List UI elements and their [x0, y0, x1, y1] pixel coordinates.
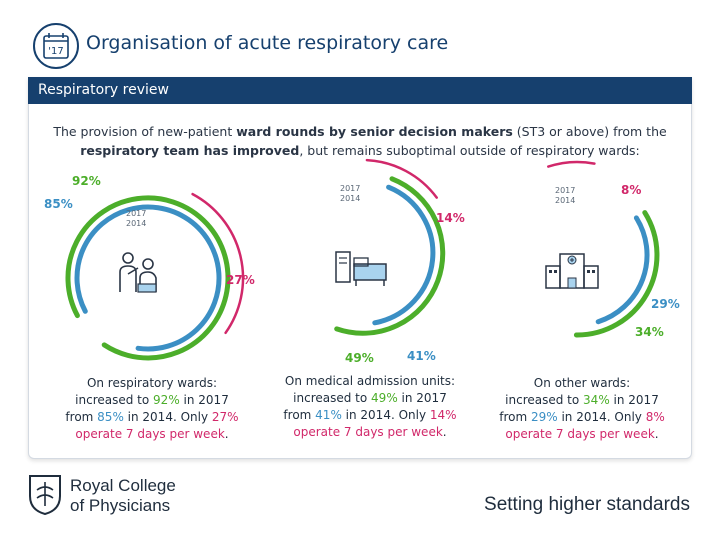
ring-arc-7day — [365, 158, 438, 199]
org-line-2: of Physicians — [70, 496, 171, 515]
org-line-1: Royal College — [70, 476, 176, 495]
caption-7day-value: 14% — [429, 408, 457, 422]
intro-bold-1: ward rounds by senior decision makers — [236, 124, 513, 139]
calendar-icon: '17 — [33, 23, 79, 69]
caption-7day-tail: operate 7 days per week — [505, 427, 655, 441]
ring3-7day-label: 8% — [621, 183, 642, 197]
caption-text: increased to — [293, 391, 372, 405]
ring-year-2014: 2014 — [555, 196, 575, 205]
caption-text: in 2017 — [609, 393, 659, 407]
ring1-2014-label: 85% — [44, 197, 73, 211]
caption-respiratory-wards: On respiratory wards: increased to 92% i… — [57, 375, 247, 443]
caption-text: from — [283, 408, 316, 422]
intro-mid: (ST3 or above) from the — [512, 124, 667, 139]
caption-2017-value: 34% — [583, 393, 610, 407]
ring2-2017-label: 49% — [345, 351, 374, 365]
caption-2017-value: 49% — [371, 391, 398, 405]
intro-bold-2: respiratory team has improved — [80, 143, 300, 158]
caption-text: in 2017 — [397, 391, 447, 405]
ring-year-2017: 2017 — [555, 186, 575, 195]
ring-arc-2017 — [65, 195, 231, 361]
caption-line1: On medical admission units: — [284, 374, 456, 388]
intro-after: , but remains suboptimal outside of resp… — [299, 143, 640, 158]
ring3-2014-label: 29% — [651, 297, 680, 311]
hospital-building-icon — [545, 253, 599, 289]
ring-arc-2017 — [573, 210, 660, 338]
ring2-2014-label: 41% — [407, 349, 436, 363]
caption-7day-value: 8% — [645, 410, 665, 424]
ring-arc-7day — [547, 160, 596, 168]
caption-end: . — [442, 425, 447, 439]
panel-header: Respiratory review — [28, 77, 692, 104]
caption-2014-value: 41% — [315, 408, 342, 422]
caption-2014-value: 29% — [530, 410, 558, 424]
rcp-crest-icon — [29, 475, 61, 516]
ring2-7day-label: 14% — [436, 211, 465, 225]
ring-year-2014: 2014 — [126, 219, 146, 228]
ring-year-2017: 2017 — [126, 209, 146, 218]
badge-year: '17 — [48, 46, 63, 57]
ring-arc-2014 — [372, 184, 436, 326]
caption-medical-admission-units: On medical admission units: increased to… — [275, 373, 465, 441]
caption-end: . — [224, 427, 229, 441]
caption-text: from — [65, 410, 98, 424]
caption-end: . — [654, 427, 659, 441]
caption-2017-value: 92% — [153, 393, 180, 407]
caption-2014-value: 85% — [97, 410, 124, 424]
ring3-2017-label: 34% — [635, 325, 664, 339]
caption-line1: On other wards: — [533, 376, 631, 390]
doctor-patient-icon — [119, 252, 157, 293]
organisation-name: Royal College of Physicians — [70, 476, 176, 516]
intro-text: The provision of new-patient ward rounds… — [44, 122, 676, 160]
ring-arc-2017 — [334, 176, 446, 336]
ring-year-2014: 2014 — [340, 194, 360, 203]
caption-text: increased to — [75, 393, 154, 407]
caption-7day-tail: operate 7 days per week — [75, 427, 225, 441]
intro-before: The provision of new-patient — [53, 124, 237, 139]
caption-text: in 2014. Only — [341, 408, 430, 422]
caption-text: in 2017 — [179, 393, 229, 407]
page-title: Organisation of acute respiratory care — [86, 32, 449, 54]
caption-line1: On respiratory wards: — [86, 376, 218, 390]
ring-arc-2014 — [74, 204, 222, 352]
caption-text: in 2014. Only — [557, 410, 646, 424]
ring-year-2017: 2017 — [340, 184, 360, 193]
caption-7day-tail: operate 7 days per week — [293, 425, 443, 439]
caption-text: from — [499, 410, 531, 424]
tagline: Setting higher standards — [484, 494, 690, 515]
hospital-beds-icon — [335, 251, 387, 286]
ring-arc-7day — [191, 192, 245, 335]
caption-text: in 2014. Only — [123, 410, 212, 424]
ring1-2017-label: 92% — [72, 174, 101, 188]
ring-arc-2014 — [595, 215, 650, 325]
caption-text: increased to — [505, 393, 584, 407]
caption-7day-value: 27% — [211, 410, 239, 424]
caption-other-wards: On other wards: increased to 34% in 2017… — [487, 375, 677, 443]
ring1-7day-label: 27% — [226, 273, 255, 287]
